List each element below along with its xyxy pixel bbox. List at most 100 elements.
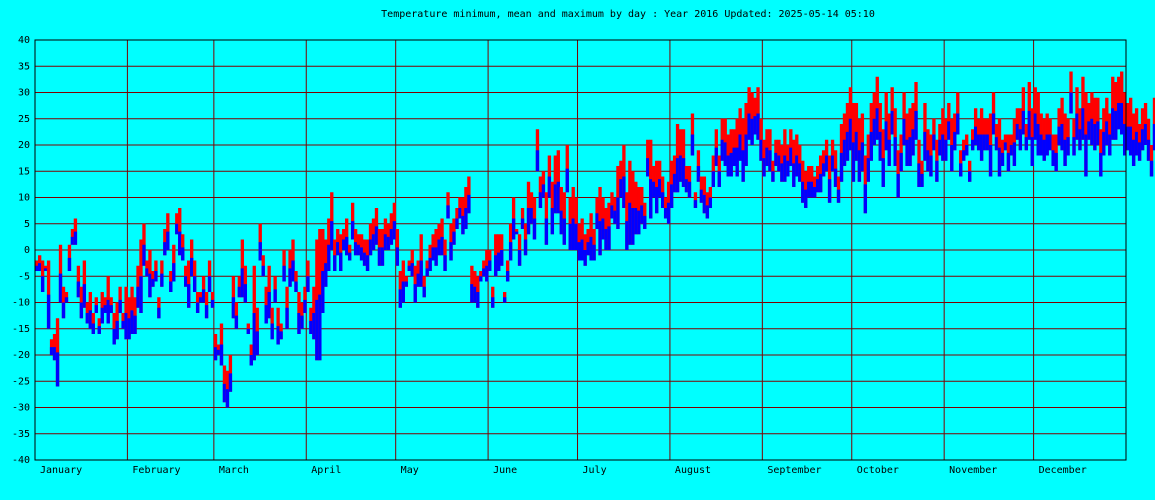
min-bar — [282, 265, 286, 282]
min-bar — [631, 208, 635, 245]
min-bar — [166, 231, 170, 250]
min-bar — [726, 155, 730, 177]
plot-frame — [34, 39, 1127, 461]
min-bar — [526, 208, 531, 235]
min-bar — [198, 297, 203, 303]
min-bar — [860, 142, 865, 172]
min-bar — [350, 221, 355, 240]
min-bar — [327, 244, 331, 271]
min-bar — [455, 218, 459, 229]
min-bar — [962, 150, 966, 161]
min-bar — [857, 150, 862, 182]
min-bar — [818, 173, 823, 193]
min-bar — [479, 276, 483, 282]
min-bar — [789, 147, 793, 166]
min-bar — [1149, 160, 1154, 177]
min-bar — [502, 297, 507, 303]
min-bar — [792, 163, 796, 187]
min-bar — [37, 263, 42, 271]
min-bar — [88, 310, 92, 329]
min-bar — [91, 323, 95, 334]
min-bar — [580, 239, 584, 261]
min-bar — [586, 242, 590, 256]
min-bar — [288, 268, 292, 287]
min-bar — [1084, 134, 1088, 177]
min-bar — [437, 239, 441, 256]
min-bar — [151, 278, 155, 287]
min-bar — [845, 131, 850, 161]
min-bar — [318, 294, 322, 361]
min-bar — [219, 344, 224, 366]
min-bar — [646, 158, 650, 177]
min-bar — [476, 292, 480, 308]
y-tick-label: 10 — [18, 193, 30, 204]
min-bar — [810, 181, 814, 198]
min-bar — [315, 299, 319, 361]
min-bar — [79, 302, 84, 319]
min-bar — [178, 231, 182, 256]
min-bar — [1096, 121, 1100, 145]
min-bar — [652, 181, 656, 198]
min-bar — [839, 152, 844, 182]
min-bar — [663, 208, 668, 219]
min-bar — [991, 113, 996, 135]
min-bar — [929, 155, 933, 177]
min-bar — [309, 320, 313, 334]
min-bar — [413, 284, 417, 303]
min-bar — [109, 305, 113, 313]
min-bar — [917, 163, 921, 187]
min-bar — [842, 139, 847, 166]
min-bar — [1030, 137, 1034, 166]
min-bar — [768, 150, 772, 172]
min-bar — [1108, 134, 1112, 156]
min-bar — [494, 255, 498, 277]
min-bar — [1012, 142, 1017, 166]
min-bar — [574, 223, 578, 250]
min-bar — [923, 131, 927, 161]
min-bar — [535, 150, 540, 172]
x-tick-label: November — [949, 465, 997, 476]
min-bar — [598, 221, 602, 256]
min-bar — [127, 318, 131, 340]
min-bar — [577, 242, 581, 261]
min-bar — [279, 331, 283, 340]
min-bar — [169, 281, 173, 292]
min-bar — [550, 208, 555, 235]
min-bar — [821, 163, 826, 177]
min-bar — [592, 244, 596, 261]
min-bar — [997, 147, 1002, 177]
min-bar — [824, 155, 829, 172]
min-bar — [431, 247, 435, 261]
min-bar — [890, 110, 894, 135]
min-bar — [368, 239, 373, 256]
min-bar — [610, 205, 614, 219]
min-bar — [267, 292, 271, 319]
min-bar — [607, 226, 611, 250]
min-bar — [1111, 108, 1115, 140]
min-bar — [467, 194, 471, 214]
min-bar — [783, 155, 787, 182]
min-bar — [1075, 113, 1079, 140]
min-bar — [410, 263, 414, 277]
min-bar — [1003, 142, 1008, 151]
min-bar — [115, 320, 119, 340]
min-bar — [750, 118, 754, 145]
min-bar — [926, 150, 930, 172]
x-tick-label: August — [675, 465, 711, 476]
min-bar — [827, 179, 832, 203]
min-bar — [1140, 129, 1145, 151]
min-bar — [979, 134, 984, 161]
y-tick-label: -35 — [12, 429, 30, 440]
min-bar — [696, 166, 701, 182]
min-bar — [252, 313, 256, 361]
min-bar — [1024, 137, 1028, 151]
min-bar — [422, 286, 426, 298]
min-bar — [896, 173, 900, 198]
min-bar — [82, 284, 87, 308]
min-bar — [604, 229, 608, 250]
min-bar — [103, 305, 107, 313]
min-bar — [342, 239, 346, 250]
min-bar — [488, 260, 492, 271]
min-bar — [973, 126, 978, 145]
min-bar — [514, 231, 519, 235]
